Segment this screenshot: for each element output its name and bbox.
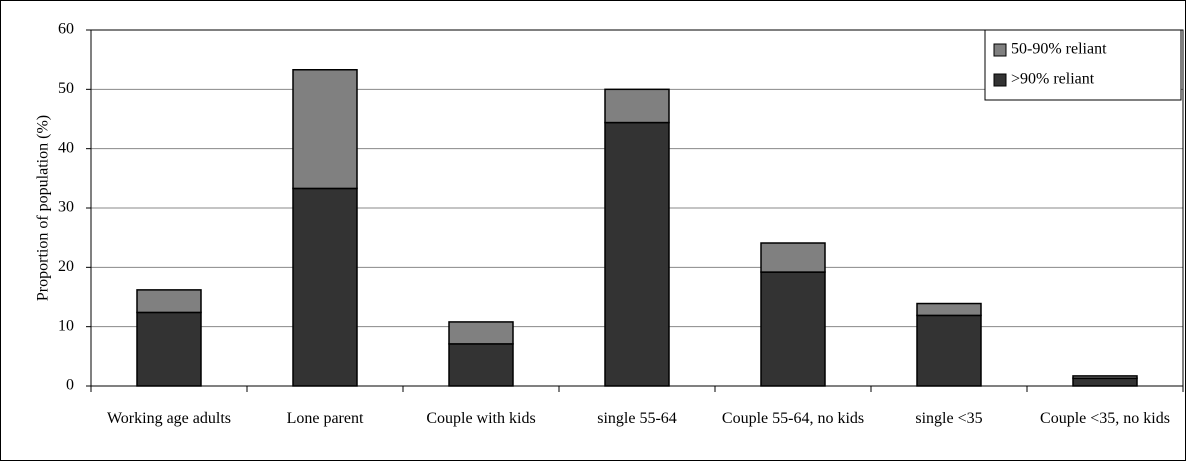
y-tick-label: 20: [58, 258, 74, 275]
bar-segment: [136, 289, 202, 314]
legend-box: [984, 29, 1182, 101]
y-tick-label: 30: [58, 199, 74, 216]
x-tick-label: Couple with kids: [426, 410, 536, 427]
y-tick-label: 50: [58, 80, 74, 97]
bar-segment: [136, 311, 202, 387]
bar-segment: [1072, 377, 1138, 387]
x-tick-label: Couple <35, no kids: [1040, 410, 1170, 427]
bar-segment: [604, 88, 670, 124]
y-tick-label: 10: [58, 317, 74, 334]
bar-segment: [604, 121, 670, 387]
bar-segment: [760, 271, 826, 387]
bar-segment: [292, 69, 358, 190]
x-tick-label: Lone parent: [286, 410, 364, 427]
x-tick-label: single 55-64: [597, 410, 677, 427]
legend-swatch: [993, 43, 1007, 57]
y-axis-title: Proportion of population (%): [35, 115, 52, 301]
legend-swatch: [993, 73, 1007, 87]
legend-label: >90% reliant: [1011, 71, 1095, 88]
bar-segment: [916, 302, 982, 317]
bar-segment: [760, 242, 826, 273]
y-tick-label: 60: [58, 21, 74, 38]
y-tick-label: 0: [66, 377, 74, 394]
bar-segment: [448, 343, 514, 387]
x-tick-label: single <35: [915, 410, 983, 427]
x-tick-label: Couple 55-64, no kids: [721, 410, 865, 427]
legend-label: 50-90% reliant: [1011, 41, 1107, 58]
bar-segment: [1072, 375, 1138, 380]
y-tick-label: 40: [58, 139, 74, 156]
bar-segment: [292, 187, 358, 387]
bar-segment: [448, 321, 514, 345]
bar-segment: [916, 314, 982, 387]
x-tick-label: Working age adults: [106, 410, 231, 427]
